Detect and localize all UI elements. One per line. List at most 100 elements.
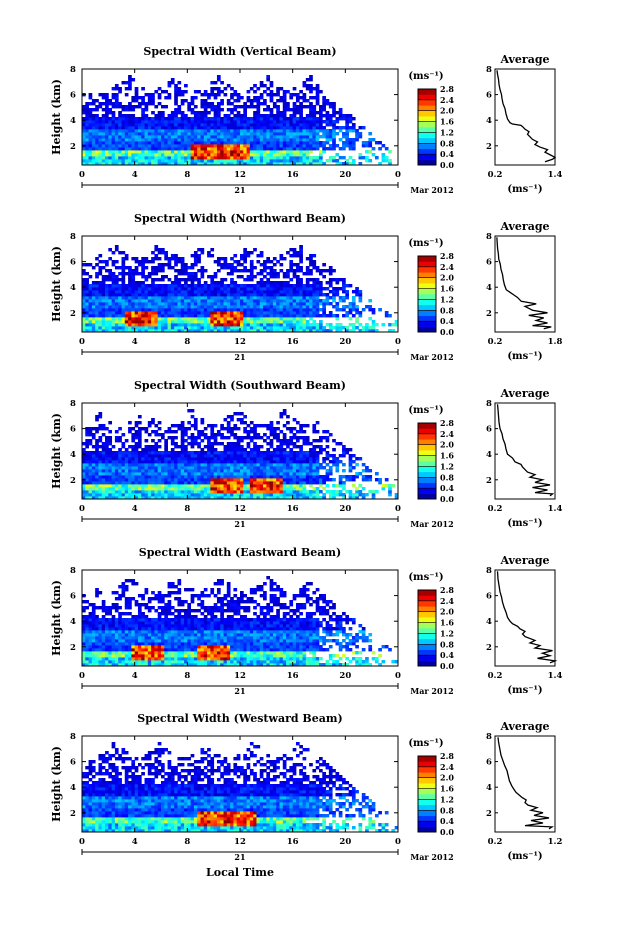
heatmap-cell bbox=[190, 329, 195, 333]
heatmap-cell bbox=[154, 287, 159, 291]
heatmap-cell bbox=[236, 484, 241, 488]
heatmap-cell bbox=[282, 162, 287, 166]
heatmap-cell bbox=[286, 251, 290, 255]
heatmap-cell bbox=[128, 481, 132, 485]
heatmap-cell bbox=[164, 451, 168, 455]
heatmap-cell bbox=[286, 132, 290, 136]
heatmap-cell bbox=[256, 317, 261, 321]
heatmap-cell bbox=[144, 496, 149, 500]
heatmap-cell bbox=[207, 475, 211, 479]
heatmap-cell bbox=[319, 108, 323, 112]
heatmap-cell bbox=[355, 135, 359, 139]
heatmap-cell bbox=[203, 105, 208, 109]
heatmap-cell bbox=[151, 457, 155, 461]
heatmap-cell bbox=[82, 296, 86, 300]
heatmap-cell bbox=[95, 442, 99, 446]
heatmap-cell bbox=[210, 120, 215, 124]
heatmap-cell bbox=[305, 314, 310, 318]
heatmap-cell bbox=[137, 156, 142, 160]
heatmap-cell bbox=[312, 114, 317, 118]
heatmap-cell bbox=[328, 147, 333, 151]
heatmap-cell bbox=[177, 317, 182, 321]
heatmap-cell bbox=[141, 463, 145, 467]
heatmap-cell bbox=[170, 493, 175, 497]
heatmap-cell bbox=[197, 90, 201, 94]
heatmap-cell bbox=[322, 162, 326, 166]
chart-title: Spectral Width (Vertical Beam) bbox=[143, 45, 336, 58]
heatmap-cell bbox=[170, 147, 175, 151]
heatmap-cell bbox=[256, 287, 261, 291]
heatmap-cell bbox=[282, 478, 287, 482]
heatmap-cell bbox=[197, 487, 201, 491]
heatmap-cell bbox=[174, 99, 178, 103]
heatmap-cell bbox=[243, 278, 247, 282]
heatmap-cell bbox=[276, 272, 280, 276]
heatmap-cell bbox=[111, 463, 116, 467]
heatmap-cell bbox=[210, 287, 215, 291]
heatmap-cell bbox=[210, 123, 215, 127]
heatmap-cell bbox=[154, 496, 159, 500]
heatmap-cell bbox=[338, 296, 343, 300]
heatmap-cell bbox=[220, 120, 224, 124]
heatmap-cell bbox=[141, 311, 145, 315]
heatmap-cell bbox=[315, 135, 320, 139]
heatmap-cell bbox=[124, 475, 129, 479]
heatmap-cell bbox=[174, 260, 178, 264]
heatmap-cell bbox=[282, 141, 287, 145]
heatmap-cell bbox=[263, 84, 267, 88]
heatmap-cell bbox=[315, 326, 320, 330]
heatmap-cell bbox=[177, 478, 182, 482]
heatmap-cell bbox=[128, 326, 132, 330]
heatmap-cell bbox=[253, 293, 257, 297]
y-tick-label: 6 bbox=[70, 258, 76, 268]
heatmap-cell bbox=[131, 445, 136, 449]
heatmap-cell bbox=[236, 320, 241, 324]
heatmap-cell bbox=[259, 463, 264, 467]
heatmap-cell bbox=[101, 156, 106, 160]
heatmap-cell bbox=[246, 329, 251, 333]
heatmap-cell bbox=[256, 496, 261, 500]
heatmap-cell bbox=[151, 451, 155, 455]
heatmap-cell bbox=[210, 290, 215, 294]
heatmap-cell bbox=[276, 466, 280, 470]
heatmap-cell bbox=[207, 484, 211, 488]
heatmap-cell bbox=[312, 87, 317, 91]
heatmap-cell bbox=[236, 290, 241, 294]
heatmap-cell bbox=[177, 493, 182, 497]
heatmap-cell bbox=[256, 311, 261, 315]
heatmap-cell bbox=[256, 454, 261, 458]
heatmap-cell bbox=[98, 254, 103, 258]
heatmap-cell bbox=[128, 287, 132, 291]
heatmap-cell bbox=[151, 269, 155, 273]
heatmap-cell bbox=[213, 460, 218, 464]
heatmap-cell bbox=[220, 147, 224, 151]
heatmap-cell bbox=[154, 266, 159, 270]
heatmap-cell bbox=[197, 460, 201, 464]
heatmap-cell bbox=[170, 490, 175, 494]
heatmap-cell bbox=[118, 156, 122, 160]
heatmap-cell bbox=[98, 317, 103, 321]
heatmap-cell bbox=[276, 293, 280, 297]
heatmap-cell bbox=[170, 317, 175, 321]
heatmap-cell bbox=[236, 162, 241, 166]
heatmap-cell bbox=[111, 141, 116, 145]
heatmap-cell bbox=[177, 281, 182, 285]
heatmap-cell bbox=[243, 314, 247, 318]
heatmap-cell bbox=[213, 439, 218, 443]
chart-panel: Spectral Width (Northward Beam)2468Heigh… bbox=[50, 212, 562, 362]
heatmap-cell bbox=[210, 484, 215, 488]
heatmap-cell bbox=[216, 159, 221, 163]
heatmap-cell bbox=[141, 275, 145, 279]
heatmap-cell bbox=[157, 299, 162, 303]
heatmap-cell bbox=[226, 487, 231, 491]
heatmap-cell bbox=[137, 487, 142, 491]
heatmap-cell bbox=[187, 299, 192, 303]
heatmap-cell bbox=[226, 141, 231, 145]
heatmap-cell bbox=[101, 117, 106, 121]
heatmap-cell bbox=[216, 90, 221, 94]
heatmap-cell bbox=[279, 144, 284, 148]
heatmap-cell bbox=[108, 457, 113, 461]
heatmap-cell bbox=[82, 302, 86, 306]
heatmap-cell bbox=[207, 448, 211, 452]
heatmap-cell bbox=[272, 493, 277, 497]
